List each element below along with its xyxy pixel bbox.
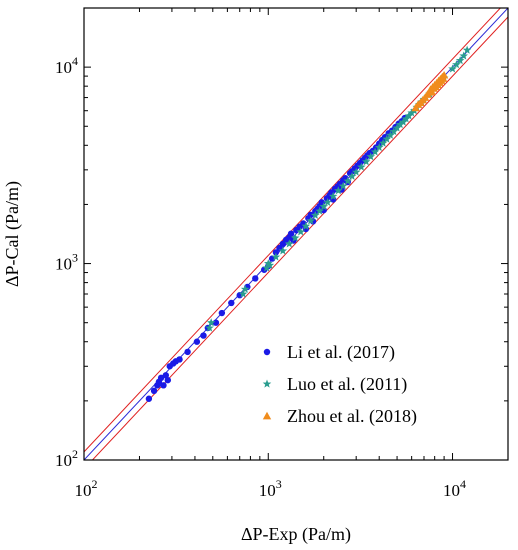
data-point-series-1 xyxy=(407,108,416,117)
legend-marker-series-0 xyxy=(263,348,271,356)
data-point-series-1 xyxy=(343,176,353,185)
legend: Li et al. (2017) Luo et al. (2011) Zhou et… xyxy=(262,342,417,427)
data-point-series-0 xyxy=(160,382,167,389)
data-point-series-1 xyxy=(374,142,384,152)
legend-marker-series-1 xyxy=(262,379,272,388)
reference-line-1 xyxy=(84,8,502,453)
y-tick-label: 102 xyxy=(55,447,78,470)
axis-tick-labels: 102 103 104 102 103 104 xyxy=(55,54,466,500)
y-tick-label: 103 xyxy=(55,251,78,274)
data-point-series-1 xyxy=(357,162,366,171)
data-point-series-1 xyxy=(338,181,348,190)
axis-ticks xyxy=(83,7,509,461)
data-point-series-1 xyxy=(370,147,380,156)
data-point-series-1 xyxy=(319,202,329,211)
data-point-series-1 xyxy=(404,111,414,120)
data-point-series-1 xyxy=(205,323,214,332)
data-point-series-1 xyxy=(278,246,288,255)
x-axis-title: ΔP-Exp (Pa/m) xyxy=(241,524,351,545)
data-point-series-1 xyxy=(459,51,468,60)
reference-line-2 xyxy=(91,16,508,460)
data-point-series-1 xyxy=(263,259,273,268)
data-point-series-1 xyxy=(271,252,281,261)
data-point-series-1 xyxy=(401,114,411,123)
legend-label-series-0: Li et al. (2017) xyxy=(287,342,395,363)
data-point-series-1 xyxy=(296,227,305,236)
data-point-series-1 xyxy=(262,263,271,272)
data-point-series-0 xyxy=(252,275,259,282)
data-point-series-1 xyxy=(265,260,275,269)
data-point-series-1 xyxy=(284,239,294,248)
data-point-series-1 xyxy=(306,216,316,225)
data-point-series-1 xyxy=(462,45,472,54)
data-point-series-1 xyxy=(366,152,376,161)
data-point-series-2 xyxy=(439,70,449,79)
data-point-series-1 xyxy=(206,318,216,327)
data-point-series-1 xyxy=(290,233,300,242)
data-point-series-1 xyxy=(315,206,324,215)
y-axis-title: ΔP-Cal (Pa/m) xyxy=(2,181,23,287)
data-point-series-1 xyxy=(323,197,332,206)
data-point-series-0 xyxy=(157,374,165,382)
data-point-series-0 xyxy=(307,211,314,219)
data-point-series-0 xyxy=(184,348,191,356)
data-point-series-1 xyxy=(311,210,320,219)
data-point-series-1 xyxy=(378,138,388,147)
data-point-series-1 xyxy=(382,134,392,143)
data-point-series-1 xyxy=(395,120,405,129)
data-point-series-1 xyxy=(238,289,248,298)
reference-line-0 xyxy=(84,8,508,460)
data-point-series-1 xyxy=(389,127,399,136)
data-point-series-1 xyxy=(448,64,457,73)
data-point-series-0 xyxy=(176,356,183,363)
data-point-series-0 xyxy=(200,332,207,339)
data-point-series-0 xyxy=(212,319,220,326)
data-point-series-0 xyxy=(145,395,153,402)
data-points xyxy=(145,45,472,402)
data-point-series-1 xyxy=(240,284,250,293)
legend-label-series-2: Zhou et al. (2018) xyxy=(287,406,417,427)
x-tick-label: 104 xyxy=(443,477,466,500)
data-point-series-1 xyxy=(351,167,361,176)
data-point-series-0 xyxy=(228,299,235,307)
data-point-series-1 xyxy=(328,191,338,200)
data-point-series-0 xyxy=(162,372,170,379)
data-point-series-0 xyxy=(193,338,201,345)
legend-marker-series-2 xyxy=(262,411,272,420)
x-tick-label: 102 xyxy=(75,477,98,500)
data-point-series-0 xyxy=(218,309,226,317)
plot-frame xyxy=(83,7,509,461)
data-point-series-1 xyxy=(334,186,343,195)
y-tick-label: 104 xyxy=(55,54,78,77)
data-point-series-1 xyxy=(398,117,408,126)
data-point-series-1 xyxy=(361,157,371,166)
x-tick-label: 103 xyxy=(259,477,282,500)
data-point-series-1 xyxy=(452,60,461,69)
legend-label-series-1: Luo et al. (2011) xyxy=(287,374,407,395)
data-point-series-0 xyxy=(164,376,172,384)
data-point-series-0 xyxy=(150,387,158,395)
data-point-series-1 xyxy=(455,56,465,65)
data-point-series-1 xyxy=(301,221,311,230)
data-point-series-1 xyxy=(392,123,402,132)
data-point-series-0 xyxy=(287,230,295,237)
data-point-series-1 xyxy=(386,130,395,139)
data-point-series-0 xyxy=(272,249,280,256)
data-point-series-1 xyxy=(347,171,357,180)
reference-lines xyxy=(84,8,508,460)
